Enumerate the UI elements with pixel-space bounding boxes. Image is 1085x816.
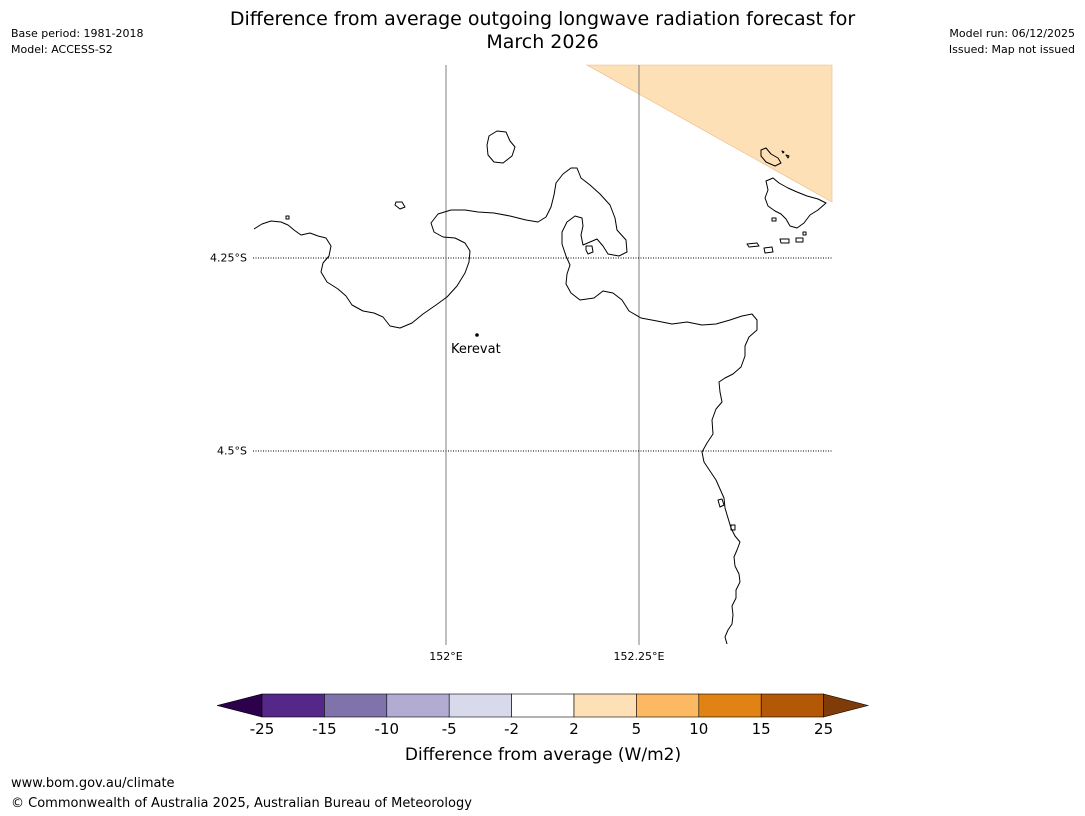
colorbar-tick-5: 2: [569, 720, 579, 738]
islet-9: [717, 498, 725, 508]
islet-3: [771, 217, 777, 222]
island-small-west: [394, 201, 406, 210]
island-north: [486, 130, 516, 164]
colorbar-tick-7: 10: [689, 720, 709, 738]
colorbar-segment-2: [324, 693, 388, 718]
anomaly-shading: [585, 64, 833, 203]
colorbar-tick-1: -15: [312, 720, 337, 738]
colorbar-tick-6: 5: [631, 720, 642, 738]
colorbar-tick-2: -10: [374, 720, 400, 738]
colorbar-extend-low: [216, 693, 263, 718]
colorbar-segment-8: [698, 693, 762, 718]
colorbar-segment-5: [511, 693, 575, 718]
footer-copyright: © Commonwealth of Australia 2025, Austra…: [11, 796, 472, 811]
islet-west: [285, 215, 290, 220]
colorbar-tick-8: 15: [751, 720, 771, 738]
colorbar-segment-4: [448, 693, 512, 718]
colorbar-tick-0: -25: [249, 720, 275, 738]
metadata-right: Model run: 06/12/2025 Issued: Map not is…: [949, 26, 1075, 58]
model-run-text: Model run: 06/12/2025: [949, 27, 1075, 40]
islet-10: [730, 524, 736, 531]
islet-4: [746, 242, 760, 248]
islet-5: [763, 246, 774, 254]
lat-label-4-25: 4.25°S: [210, 251, 247, 265]
colorbar-tick-3: -5: [441, 720, 457, 738]
colorbar-segment-1: [261, 693, 325, 718]
title-line-1: Difference from average outgoing longwav…: [229, 8, 856, 30]
footer-url: www.bom.gov.au/climate: [11, 776, 175, 791]
model-text: Model: ACCESS-S2: [11, 43, 113, 56]
lon-label-152: 152°E: [429, 650, 463, 663]
colorbar-segment-7: [636, 693, 700, 718]
colorbar: [216, 693, 870, 718]
colorbar-segment-9: [760, 693, 824, 718]
lon-label-152-25: 152.25°E: [613, 650, 665, 663]
colorbar-extend-high: [823, 693, 870, 718]
colorbar-segment-3: [386, 693, 450, 718]
bay-islet: [585, 245, 594, 255]
islet-1: [785, 154, 790, 159]
kerevat-marker: [475, 333, 479, 337]
colorbar-tick-4: -2: [504, 720, 520, 738]
colorbar-segment-6: [573, 693, 637, 718]
islet-7: [795, 237, 804, 243]
islet-6: [779, 238, 790, 244]
islet-8: [802, 231, 807, 236]
islet-2: [781, 150, 785, 154]
place-label-kerevat: Kerevat: [451, 342, 501, 357]
colorbar-label: Difference from average (W/m2): [404, 745, 682, 765]
issued-text: Issued: Map not issued: [948, 43, 1075, 56]
metadata-left: Base period: 1981-2018 Model: ACCESS-S2: [11, 26, 143, 58]
colorbar-tick-9: 25: [814, 720, 834, 738]
title-line-2: March 2026: [486, 31, 599, 53]
duke-of-york-north: [760, 147, 782, 167]
coastline: [253, 167, 758, 645]
duke-of-york-main: [764, 177, 827, 229]
base-period-text: Base period: 1981-2018: [11, 27, 144, 40]
lat-label-4-5: 4.5°S: [217, 444, 247, 458]
map-title: Difference from average outgoing longwav…: [0, 8, 1085, 54]
